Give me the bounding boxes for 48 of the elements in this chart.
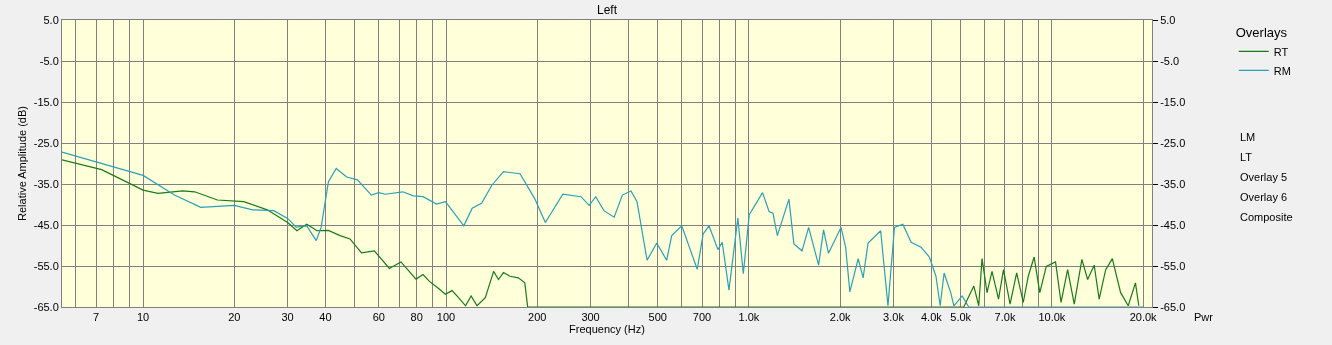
text: Overlay 6 <box>1240 191 1288 203</box>
x-tick-label: 1.0k <box>738 311 760 324</box>
x-tick-label: 60 <box>372 311 385 324</box>
y2-tick-label: -65.0 <box>1160 300 1186 313</box>
y-tick-label: -15.0 <box>33 95 59 108</box>
y2-tick-label: -5.0 <box>1160 54 1180 67</box>
x-tick-label: 10.0k <box>1038 311 1066 324</box>
y2-tick-label: -15.0 <box>1160 95 1186 108</box>
y-tick-label: -25.0 <box>33 136 59 149</box>
text: Pwr <box>1194 311 1214 323</box>
y2-tick-label: -25.0 <box>1160 136 1186 149</box>
legend-title: Overlays <box>1235 24 1288 40</box>
legend-label: RM <box>1273 64 1291 77</box>
x-tick-label: 40 <box>319 311 332 324</box>
y-tick-label: -5.0 <box>39 54 59 67</box>
x-tick-label: 4.0k <box>920 311 943 324</box>
y-tick-label: -65.0 <box>33 300 59 313</box>
chart-title: Left <box>596 2 618 17</box>
x-tick-label: 3.0k <box>883 311 905 324</box>
x-tick-label: 300 <box>581 311 600 324</box>
x-tick-label: 200 <box>528 311 547 324</box>
x-tick-label: 500 <box>648 311 667 324</box>
x-axis-title: Frequency (Hz) <box>569 323 645 336</box>
y-tick-label: 5.0 <box>43 13 59 26</box>
x-tick-label: 10 <box>136 311 150 324</box>
x-tick-label: 30 <box>281 311 294 324</box>
text: Overlay 5 <box>1240 171 1288 183</box>
x-tick-label: 7 <box>93 311 100 324</box>
y2-tick-label: -45.0 <box>1160 218 1186 231</box>
y2-tick-label: -35.0 <box>1160 177 1186 190</box>
x-tick-label: 700 <box>692 311 712 324</box>
x-tick-label: 20.0k <box>1129 311 1158 324</box>
x-tick-label: 100 <box>436 311 456 324</box>
text: LM <box>1240 131 1256 143</box>
x-tick-label: 7.0k <box>994 311 1016 324</box>
x-tick-label: 80 <box>410 311 423 324</box>
x-tick-label: 2.0k <box>829 311 852 324</box>
x-tick-label: 20 <box>228 311 241 324</box>
x-tick-label: 5.0k <box>950 311 972 324</box>
y-tick-label: -45.0 <box>33 218 59 231</box>
y2-tick-label: 5.0 <box>1160 13 1176 26</box>
y2-tick-label: -55.0 <box>1160 259 1186 272</box>
y-tick-label: -55.0 <box>33 259 59 272</box>
legend-label: RT <box>1273 45 1289 58</box>
y-tick-label: -35.0 <box>33 177 59 190</box>
text: LT <box>1240 151 1253 163</box>
y-axis-title: Relative Amplitude (dB) <box>16 106 29 221</box>
text: Composite <box>1240 211 1293 223</box>
